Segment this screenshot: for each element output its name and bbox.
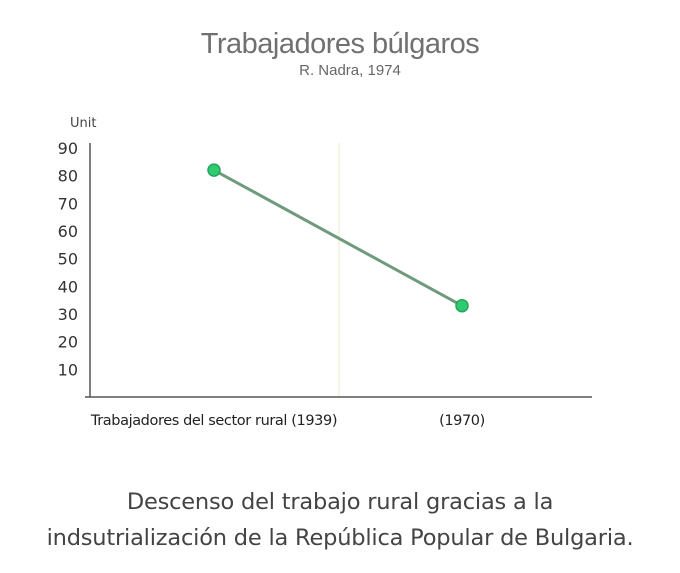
y-tick-label: 30 xyxy=(58,305,78,324)
series-group xyxy=(207,163,469,313)
y-tick-label: 80 xyxy=(58,167,78,186)
data-point xyxy=(207,163,221,177)
y-axis-ticks: 10 20 30 40 50 60 70 80 90 xyxy=(58,139,78,379)
line-chart: Unit 10 20 30 40 50 60 70 80 90 Trabajadores del… xyxy=(58,116,592,429)
chart-title: Trabajadores búlgaros xyxy=(200,28,480,60)
y-tick-label: 70 xyxy=(58,194,78,213)
x-tick-label: (1970) xyxy=(439,413,485,429)
y-tick-label: 90 xyxy=(58,139,78,158)
chart-subtitle: R. Nadra, 1974 xyxy=(299,62,401,79)
y-tick-label: 20 xyxy=(58,333,78,352)
x-tick-label: Trabajadores del sector rural (1939) xyxy=(90,413,337,429)
data-point xyxy=(455,298,469,313)
y-tick-label: 60 xyxy=(58,222,78,241)
chart-caption: Descenso del trabajo rural gracias a la … xyxy=(0,484,680,556)
caption-line-1: Descenso del trabajo rural gracias a la xyxy=(126,489,554,515)
series-line xyxy=(213,168,463,308)
caption-line-2: indsutrialización de la República Popula… xyxy=(46,525,634,551)
y-axis-label: Unit xyxy=(70,116,96,131)
y-tick-label: 50 xyxy=(58,250,78,269)
y-tick-label: 10 xyxy=(58,360,78,379)
y-tick-label: 40 xyxy=(58,277,78,296)
x-axis-ticks: Trabajadores del sector rural (1939) (197… xyxy=(90,413,485,429)
